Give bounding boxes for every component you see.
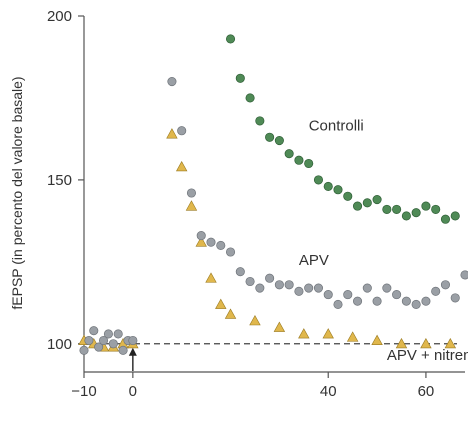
- circle-marker: [372, 296, 382, 306]
- circle-marker: [343, 290, 353, 300]
- y-tick-label: 200: [47, 8, 72, 25]
- circle-marker: [294, 286, 304, 296]
- y-tick-label: 100: [47, 336, 72, 353]
- circle-marker: [431, 204, 441, 214]
- circle-marker: [362, 198, 372, 208]
- circle-marker: [352, 296, 363, 306]
- triangle-marker: [273, 321, 286, 332]
- circle-marker: [343, 191, 353, 201]
- axes: 100 150 200 −10 0 40 60: [47, 8, 465, 400]
- y-axis-label: fEPSP (in percento del valore basale): [9, 76, 25, 309]
- circle-marker: [450, 211, 460, 221]
- circle-marker: [235, 267, 245, 277]
- circle-marker: [411, 208, 421, 218]
- circle-marker: [401, 211, 411, 221]
- circle-marker: [450, 293, 460, 303]
- triangle-marker: [346, 331, 359, 342]
- triangle-marker: [298, 328, 310, 339]
- triangle-marker: [215, 298, 227, 309]
- triangle-marker: [195, 236, 207, 247]
- circle-marker: [186, 188, 197, 198]
- triangle-marker: [444, 337, 457, 349]
- x-tick-label: 40: [320, 383, 337, 400]
- circle-marker: [304, 158, 314, 169]
- triangle-marker: [224, 308, 237, 319]
- triangle-marker: [166, 128, 178, 139]
- series-label: APV: [299, 252, 329, 269]
- circle-marker: [255, 283, 265, 293]
- circle-marker: [323, 181, 333, 191]
- circle-marker: [265, 132, 275, 142]
- circle-marker: [103, 329, 113, 339]
- circle-marker: [274, 280, 284, 290]
- circle-marker: [352, 201, 363, 211]
- circle-marker: [108, 339, 118, 349]
- circle-marker: [113, 329, 123, 339]
- circle-marker: [79, 345, 89, 355]
- circle-marker: [440, 280, 451, 290]
- triangle-marker: [175, 160, 188, 172]
- triangle-marker: [371, 334, 383, 345]
- series-label: Controlli: [309, 118, 364, 135]
- circle-marker: [372, 195, 382, 205]
- circle-marker: [304, 283, 314, 293]
- triangle-marker: [395, 337, 408, 349]
- circle-marker: [177, 126, 187, 136]
- circle-marker: [245, 276, 255, 287]
- circle-marker: [392, 204, 402, 214]
- data-points: [78, 34, 468, 355]
- series-labels: Controlli APV APV + nitrendipina: [299, 118, 468, 364]
- triangle-marker: [205, 272, 217, 283]
- circle-marker: [323, 290, 333, 300]
- circle-marker: [255, 116, 265, 126]
- circle-marker: [94, 342, 104, 352]
- triangle-marker: [420, 337, 432, 349]
- circle-marker: [167, 77, 177, 87]
- circle-marker: [206, 237, 216, 247]
- circle-marker: [294, 155, 304, 165]
- circle-marker: [382, 204, 392, 214]
- circle-marker: [245, 93, 255, 103]
- circle-marker: [333, 299, 343, 309]
- series-label: APV + nitrendipina: [387, 347, 468, 364]
- circle-marker: [431, 286, 441, 296]
- circle-marker: [382, 283, 392, 293]
- circle-marker: [421, 296, 431, 306]
- circle-marker: [118, 345, 128, 355]
- circle-marker: [440, 214, 451, 224]
- circle-marker: [274, 136, 284, 146]
- circle-marker: [89, 326, 99, 336]
- circle-marker: [196, 231, 206, 241]
- circle-marker: [333, 185, 343, 195]
- x-tick-label: −10: [71, 383, 96, 400]
- circle-marker: [362, 283, 372, 293]
- circle-marker: [421, 201, 431, 211]
- x-tick-label: 0: [129, 383, 137, 400]
- circle-marker: [225, 34, 236, 44]
- triangle-marker: [185, 200, 198, 211]
- circle-marker: [392, 290, 402, 300]
- circle-marker: [313, 175, 324, 185]
- circle-marker: [98, 335, 109, 346]
- circle-marker: [460, 270, 468, 280]
- circle-marker: [225, 247, 236, 257]
- circle-marker: [284, 280, 294, 290]
- circle-marker: [411, 299, 421, 309]
- circle-marker: [216, 240, 226, 250]
- circle-marker: [265, 273, 275, 283]
- triangle-marker: [322, 328, 334, 339]
- circle-marker: [313, 283, 324, 293]
- stimulus-arrow-head: [128, 347, 137, 356]
- circle-marker: [84, 335, 94, 346]
- triangle-marker: [249, 315, 261, 326]
- circle-marker: [235, 73, 245, 83]
- circle-marker: [284, 149, 294, 159]
- circle-marker: [128, 335, 138, 346]
- circle-marker: [401, 296, 411, 306]
- y-tick-label: 150: [47, 172, 72, 189]
- x-tick-label: 60: [418, 383, 435, 400]
